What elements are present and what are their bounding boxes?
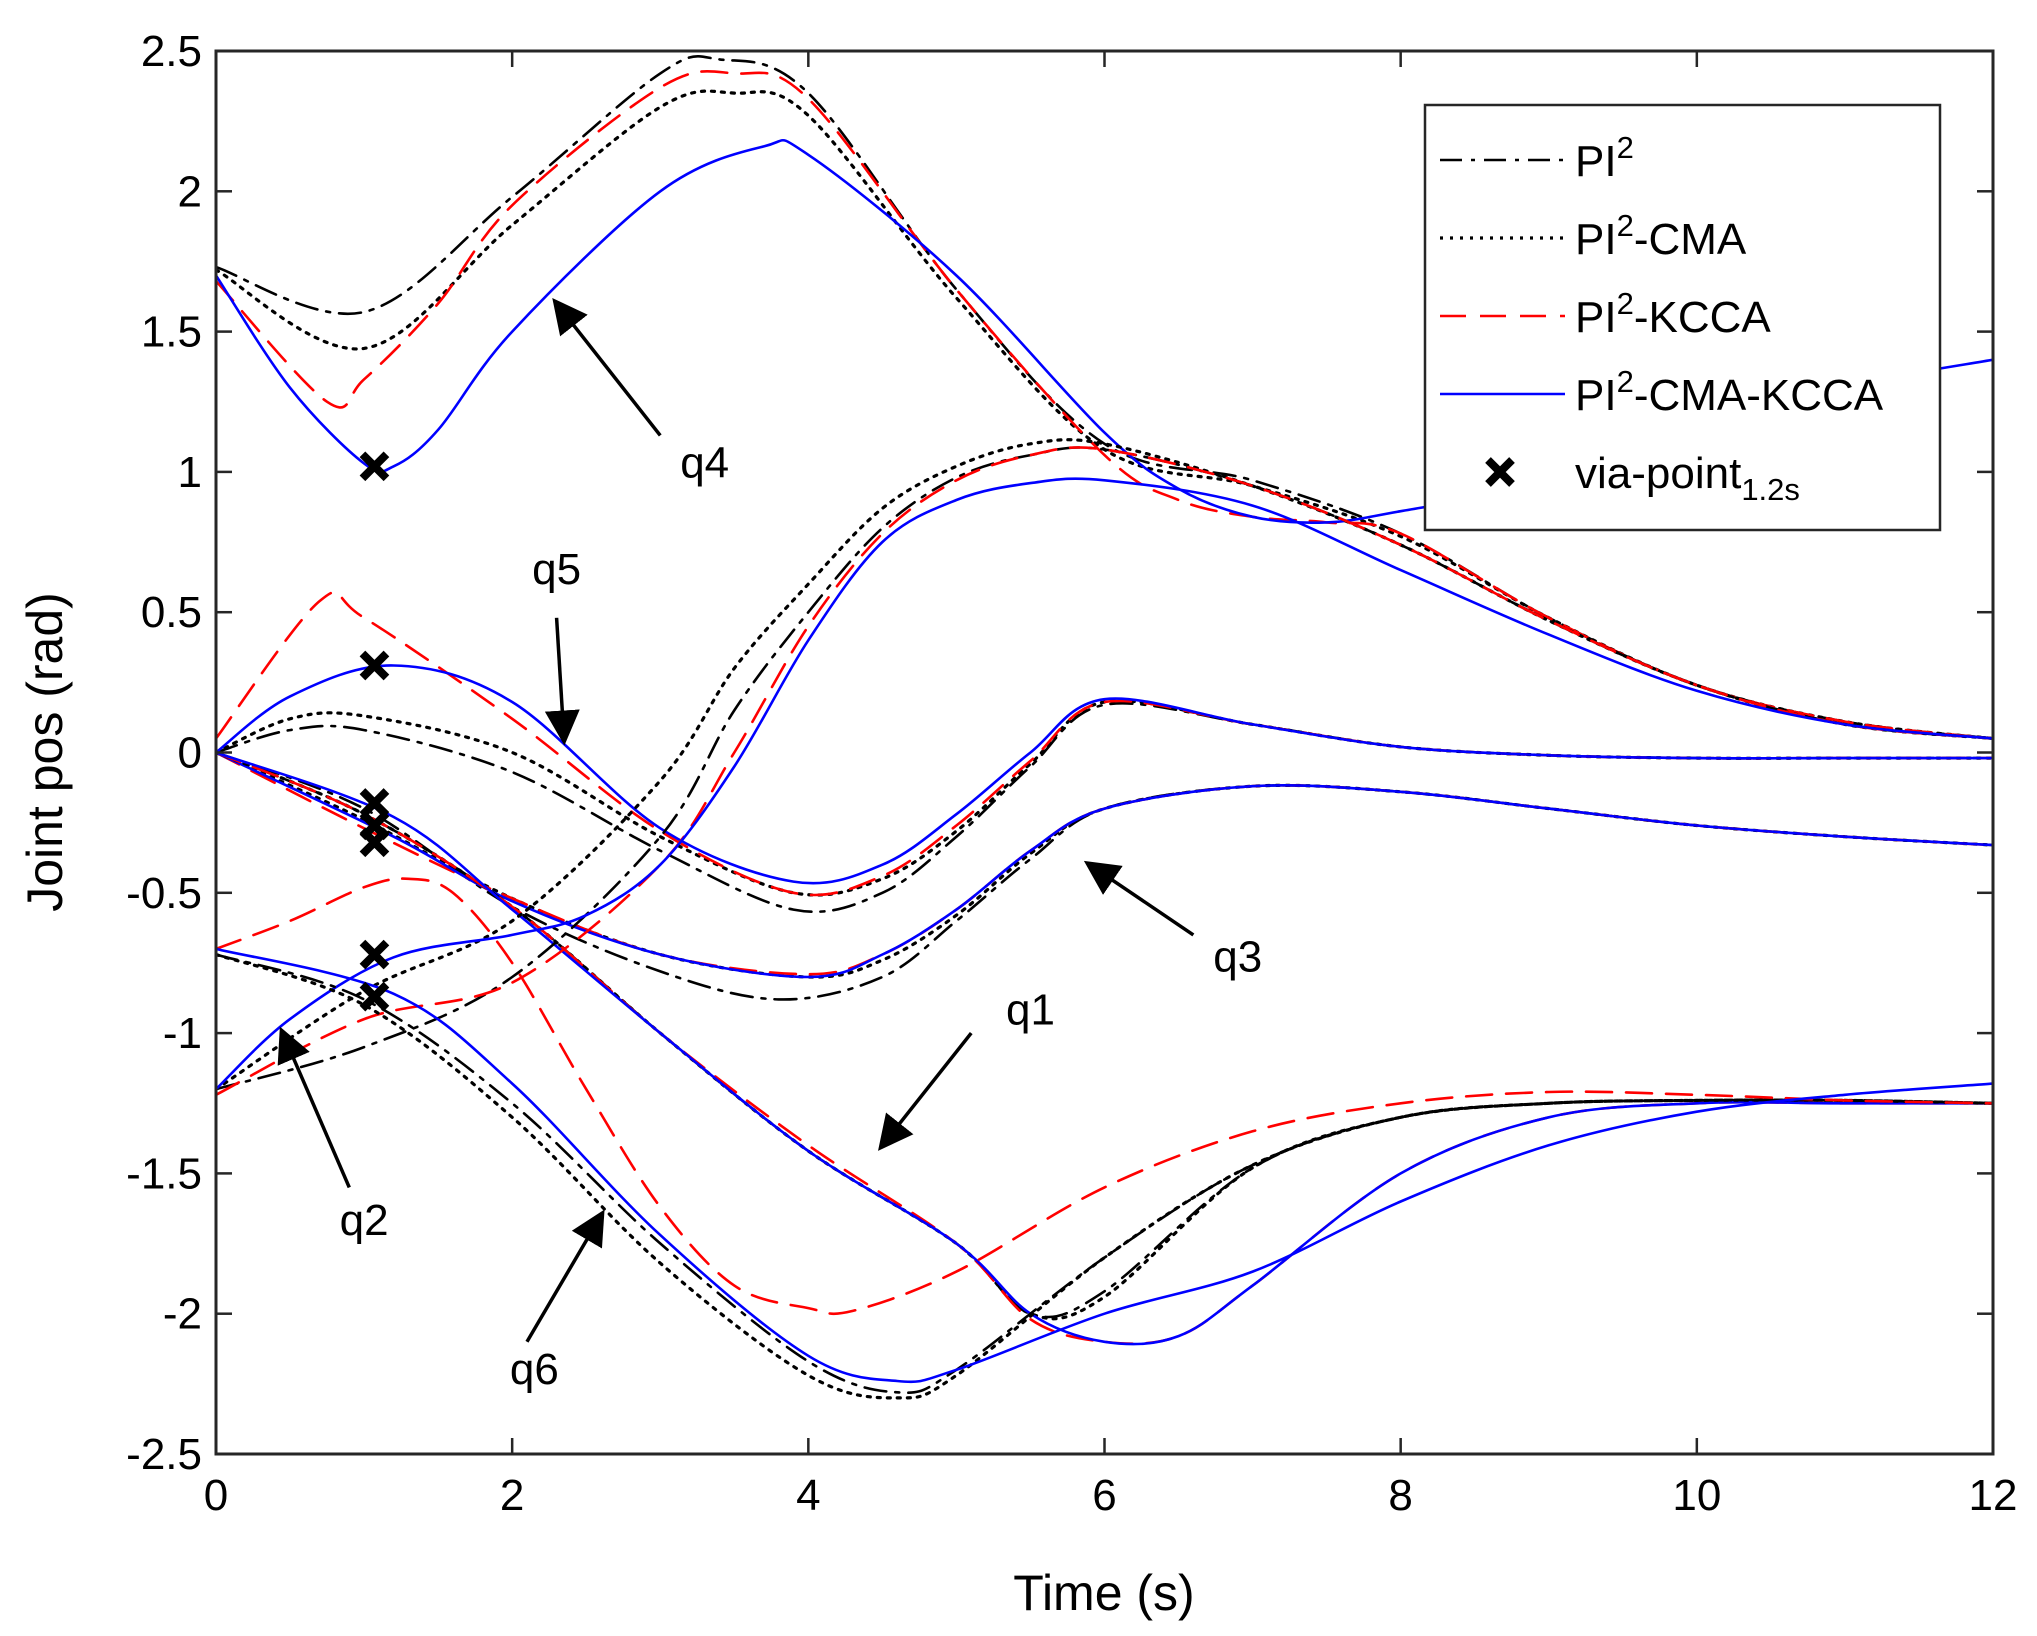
x-axis-label: Time (s) bbox=[1013, 1565, 1194, 1621]
y-tick-label: -1.5 bbox=[126, 1149, 202, 1198]
via-point-marker bbox=[359, 650, 390, 681]
series-q5-pi2-cma bbox=[216, 699, 1993, 897]
legend-swatch bbox=[1485, 457, 1515, 487]
x-tick-label: 2 bbox=[500, 1471, 524, 1520]
legend: PI2 PI2-CMA PI2-KCCA PI2-CMA-KCCA via-point1… bbox=[1423, 103, 1942, 532]
annotation-label-q2: q2 bbox=[340, 1196, 389, 1245]
via-point-marker bbox=[359, 981, 390, 1012]
series-q6-pi2-cma bbox=[216, 952, 1993, 1400]
x-tick-label: 6 bbox=[1092, 1471, 1116, 1520]
annotation-label-q4: q4 bbox=[680, 439, 729, 488]
series-q4-pi2-cma bbox=[216, 89, 1993, 741]
series-q3-pi2-cma-kcca bbox=[216, 751, 1993, 979]
series-q6-pi2-kcca bbox=[216, 877, 1993, 1316]
annotation-label-q6: q6 bbox=[510, 1345, 559, 1394]
legend-label: PI2 bbox=[1575, 130, 1634, 186]
x-tick-label: 10 bbox=[1672, 1471, 1721, 1520]
series-q2-pi2-cma bbox=[216, 438, 1993, 1091]
x-tick-label: 4 bbox=[796, 1471, 820, 1520]
legend-label: PI2-KCCA bbox=[1575, 286, 1771, 342]
annotation-arrow-q6 bbox=[525, 1209, 605, 1343]
legend-entry-pi2cmakcca: PI2-CMA-KCCA bbox=[1440, 364, 1884, 420]
y-tick-label: 2.5 bbox=[141, 27, 202, 76]
series-q5-pi2-cma-kcca bbox=[216, 664, 1993, 885]
via-point-marker bbox=[359, 788, 390, 818]
x-tick-label: 12 bbox=[1969, 1471, 2018, 1520]
y-tick-label: 0.5 bbox=[141, 588, 202, 637]
via-point-layer bbox=[359, 451, 390, 1012]
annotation-label-q3: q3 bbox=[1213, 932, 1262, 981]
legend-entry-pi2: PI2 bbox=[1440, 130, 1634, 186]
series-q2-pi2-kcca bbox=[216, 446, 1993, 1097]
legend-label: via-point1.2s bbox=[1575, 449, 1800, 507]
annotation-arrow-q4 bbox=[552, 298, 662, 437]
series-layer bbox=[216, 55, 1993, 1400]
legend-label: PI2-CMA bbox=[1575, 208, 1747, 264]
legend-label: PI2-CMA-KCCA bbox=[1575, 364, 1884, 420]
annotation-arrow-q5 bbox=[544, 617, 580, 746]
annotation-label-q1: q1 bbox=[1006, 986, 1055, 1035]
y-tick-label: 2 bbox=[178, 167, 202, 216]
series-q6-pi2 bbox=[216, 953, 1993, 1394]
y-tick-label: -1 bbox=[163, 1009, 202, 1058]
series-q1-pi2-cma-kcca bbox=[216, 751, 1993, 1346]
y-tick-label: 1 bbox=[178, 448, 202, 497]
x-tick-label: 8 bbox=[1388, 1471, 1412, 1520]
via-point-marker bbox=[359, 827, 390, 858]
via-point-marker bbox=[359, 939, 390, 970]
x-tick-label: 0 bbox=[204, 1471, 228, 1520]
annotation-layer: q4 q5 q3 q1 q2 q6 bbox=[277, 298, 1262, 1394]
annotation-arrow-q2 bbox=[277, 1026, 351, 1189]
series-q3-pi2 bbox=[216, 751, 1993, 1001]
y-tick-label: -0.5 bbox=[126, 869, 202, 918]
annotation-arrow-q3 bbox=[1083, 860, 1195, 937]
legend-entry-pi2kcca: PI2-KCCA bbox=[1440, 286, 1771, 342]
tick-layer: 0 2 4 6 8 10 12 -2.5 -2 -1.5 -1 -0.5 0 0.5 1 1.5 2 2.5 bbox=[126, 27, 2017, 1520]
annotation-arrow-q1 bbox=[878, 1032, 973, 1151]
series-q6-pi2-cma-kcca bbox=[216, 947, 1993, 1384]
via-point-marker bbox=[359, 451, 390, 482]
y-tick-label: -2.5 bbox=[126, 1430, 202, 1479]
y-tick-label: 1.5 bbox=[141, 308, 202, 357]
series-q2-pi2-cma-kcca bbox=[216, 477, 1993, 1091]
annotation-label-q5: q5 bbox=[532, 545, 581, 594]
y-axis-label: Joint pos (rad) bbox=[17, 592, 73, 912]
y-tick-label: -2 bbox=[163, 1290, 202, 1339]
legend-entry-pi2cma: PI2-CMA bbox=[1440, 208, 1747, 264]
legend-entry-via: via-point1.2s bbox=[1485, 449, 1800, 507]
y-tick-label: 0 bbox=[178, 729, 202, 778]
